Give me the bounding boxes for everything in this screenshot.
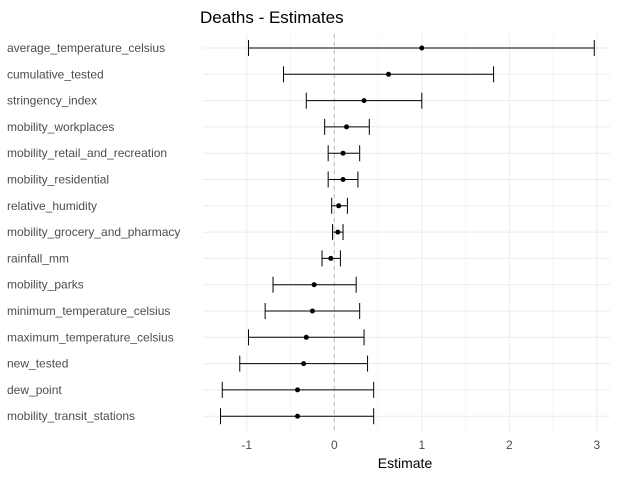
estimate-point [309, 308, 315, 314]
x-axis-tick-label: 0 [331, 438, 338, 452]
estimate-point [311, 282, 317, 288]
x-axis-tick-labels: -1 0 1 2 3 [241, 438, 600, 452]
y-axis-label: new_tested [7, 357, 68, 371]
estimate-point [295, 413, 301, 419]
estimate-point [335, 229, 341, 235]
estimate-point [386, 71, 392, 77]
y-axis-label: mobility_grocery_and_pharmacy [7, 225, 180, 239]
estimate-point [344, 124, 350, 130]
x-axis-tick-label: -1 [241, 438, 252, 452]
x-axis-title: Estimate [378, 455, 433, 471]
y-axis-label: mobility_residential [7, 173, 109, 187]
x-axis-tick-label: 2 [506, 438, 513, 452]
estimate-point [301, 361, 307, 367]
points-layer [295, 45, 425, 419]
y-axis-label: minimum_temperature_celsius [7, 304, 170, 318]
estimate-point [340, 177, 346, 182]
y-axis-label: cumulative_tested [7, 67, 104, 81]
estimate-point [336, 203, 342, 209]
y-axis-label: mobility_parks [7, 278, 84, 292]
estimate-point [303, 334, 309, 340]
estimate-point [340, 150, 346, 156]
y-axis-label: stringency_index [7, 94, 97, 108]
x-axis-tick-label: 1 [418, 438, 425, 452]
y-axis-label: mobility_retail_and_recreation [7, 146, 167, 160]
estimate-point [361, 98, 367, 104]
estimate-point [419, 45, 425, 51]
y-axis-label: average_temperature_celsius [7, 41, 165, 55]
y-axis-label: relative_humidity [7, 199, 97, 213]
y-axis-label: rainfall_mm [7, 251, 69, 265]
x-axis-tick-label: 3 [594, 438, 601, 452]
estimate-point [295, 387, 301, 393]
y-axis-label: maximum_temperature_celsius [7, 330, 174, 344]
y-axis-label: dew_point [7, 383, 62, 397]
y-axis-labels: average_temperature_celsius cumulative_te… [7, 41, 180, 423]
chart-title: Deaths - Estimates [200, 8, 344, 27]
y-axis-label: mobility_workplaces [7, 120, 114, 134]
estimate-point [328, 255, 334, 261]
y-axis-label: mobility_transit_stations [7, 409, 135, 423]
